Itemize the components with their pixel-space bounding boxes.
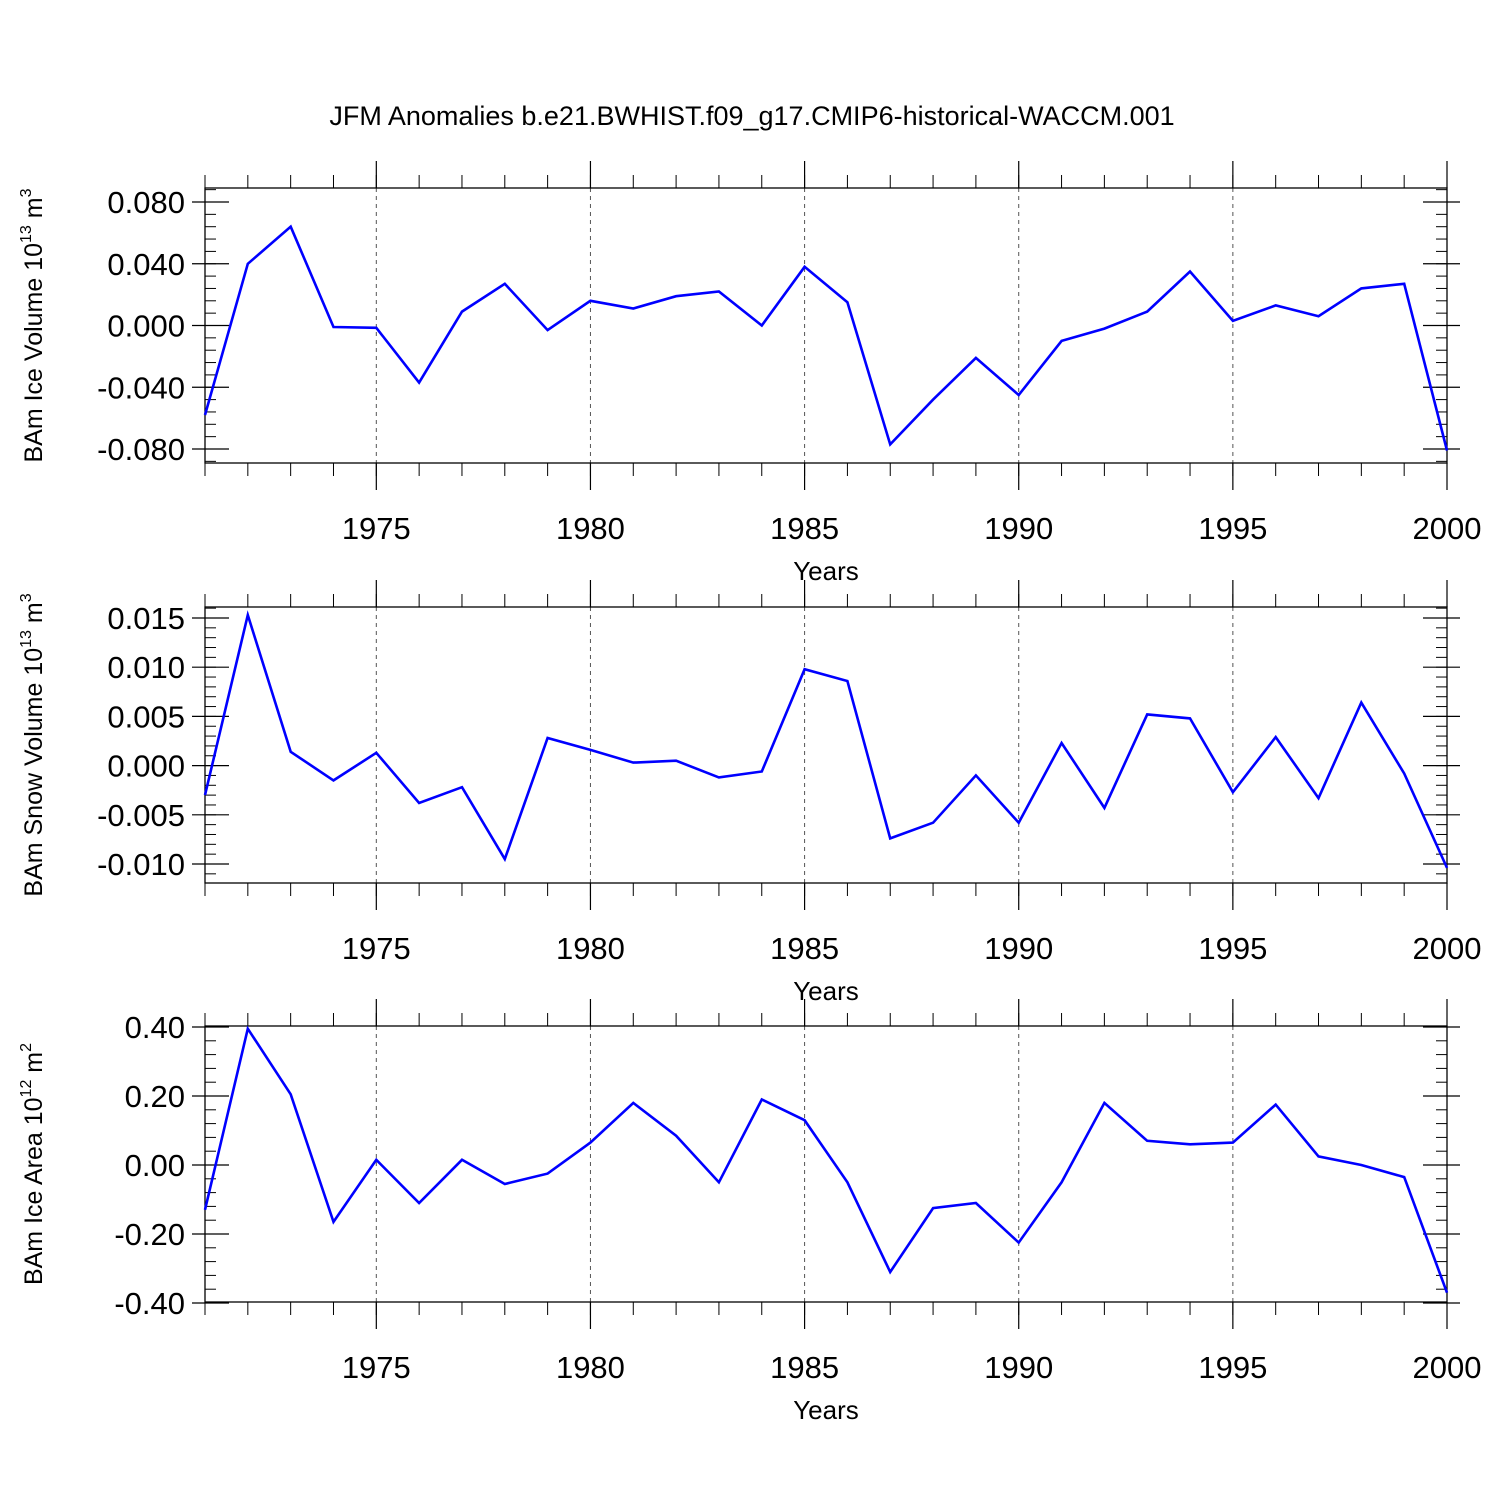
y-tick-label: 0.040 — [107, 247, 185, 282]
series-line — [203, 224, 1449, 451]
y-tick-label: -0.010 — [97, 847, 185, 882]
chart-panel-2: -0.010 -0.005 0.000 0.005 0.010 0.015 1975 1980… — [18, 580, 1481, 1006]
y-tick-label: -0.080 — [97, 432, 185, 467]
plot-frame — [204, 1025, 1448, 1303]
series-line — [203, 1025, 1449, 1294]
y-tick-label: 0.00 — [125, 1148, 185, 1183]
y-axis-label: BAm Ice Volume 1013 m3 — [18, 188, 48, 462]
y-tick-label: 0.005 — [107, 699, 185, 734]
plot-frame — [204, 606, 1448, 884]
y-tick-label: 0.010 — [107, 650, 185, 685]
y-tick-label: -0.20 — [114, 1217, 185, 1252]
x-tick-label: 2000 — [1413, 511, 1482, 546]
y-axis-label: BAm Snow Volume 1013 m3 — [18, 593, 48, 896]
x-tick-label: 1995 — [1198, 931, 1267, 966]
x-tick-label: 1985 — [770, 931, 839, 966]
chart-panel-1: -0.080 -0.040 0.000 0.040 0.080 1975 1980 1985 1… — [18, 161, 1481, 586]
x-tick-label: 1980 — [556, 931, 625, 966]
panels: -0.080 -0.040 0.000 0.040 0.080 1975 1980 1985 1… — [18, 161, 1481, 1425]
series-line — [203, 610, 1449, 869]
y-tick-label: 0.000 — [107, 749, 185, 784]
y-axis-label: BAm Ice Area 1012 m2 — [18, 1043, 48, 1285]
x-axis-label: Years — [793, 556, 859, 586]
y-tick-label: -0.040 — [97, 370, 185, 405]
y-tick-label: 0.015 — [107, 601, 185, 636]
x-tick-label: 1985 — [770, 511, 839, 546]
x-tick-label: 2000 — [1413, 1350, 1482, 1385]
y-tick-label: 0.080 — [107, 185, 185, 220]
x-tick-label: 1990 — [984, 931, 1053, 966]
y-tick-label: -0.40 — [114, 1286, 185, 1321]
plot-frame — [204, 187, 1448, 464]
chart-panel-3: -0.40 -0.20 0.00 0.20 0.40 1975 1980 1985 1990 19… — [18, 999, 1481, 1425]
x-axis-label: Years — [793, 976, 859, 1006]
x-tick-label: 1990 — [984, 511, 1053, 546]
x-tick-label: 1990 — [984, 1350, 1053, 1385]
x-tick-label: 1980 — [556, 511, 625, 546]
y-tick-label: 0.000 — [107, 309, 185, 344]
x-tick-label: 2000 — [1413, 931, 1482, 966]
x-tick-label: 1975 — [342, 511, 411, 546]
x-tick-label: 1980 — [556, 1350, 625, 1385]
x-tick-label: 1995 — [1198, 1350, 1267, 1385]
x-tick-label: 1995 — [1198, 511, 1267, 546]
y-tick-label: 0.20 — [125, 1079, 185, 1114]
x-tick-label: 1975 — [342, 931, 411, 966]
y-tick-label: 0.40 — [125, 1010, 185, 1045]
x-tick-label: 1985 — [770, 1350, 839, 1385]
x-tick-label: 1975 — [342, 1350, 411, 1385]
y-tick-label: -0.005 — [97, 798, 185, 833]
x-axis-label: Years — [793, 1395, 859, 1425]
figure-title: JFM Anomalies b.e21.BWHIST.f09_g17.CMIP6… — [329, 101, 1174, 131]
